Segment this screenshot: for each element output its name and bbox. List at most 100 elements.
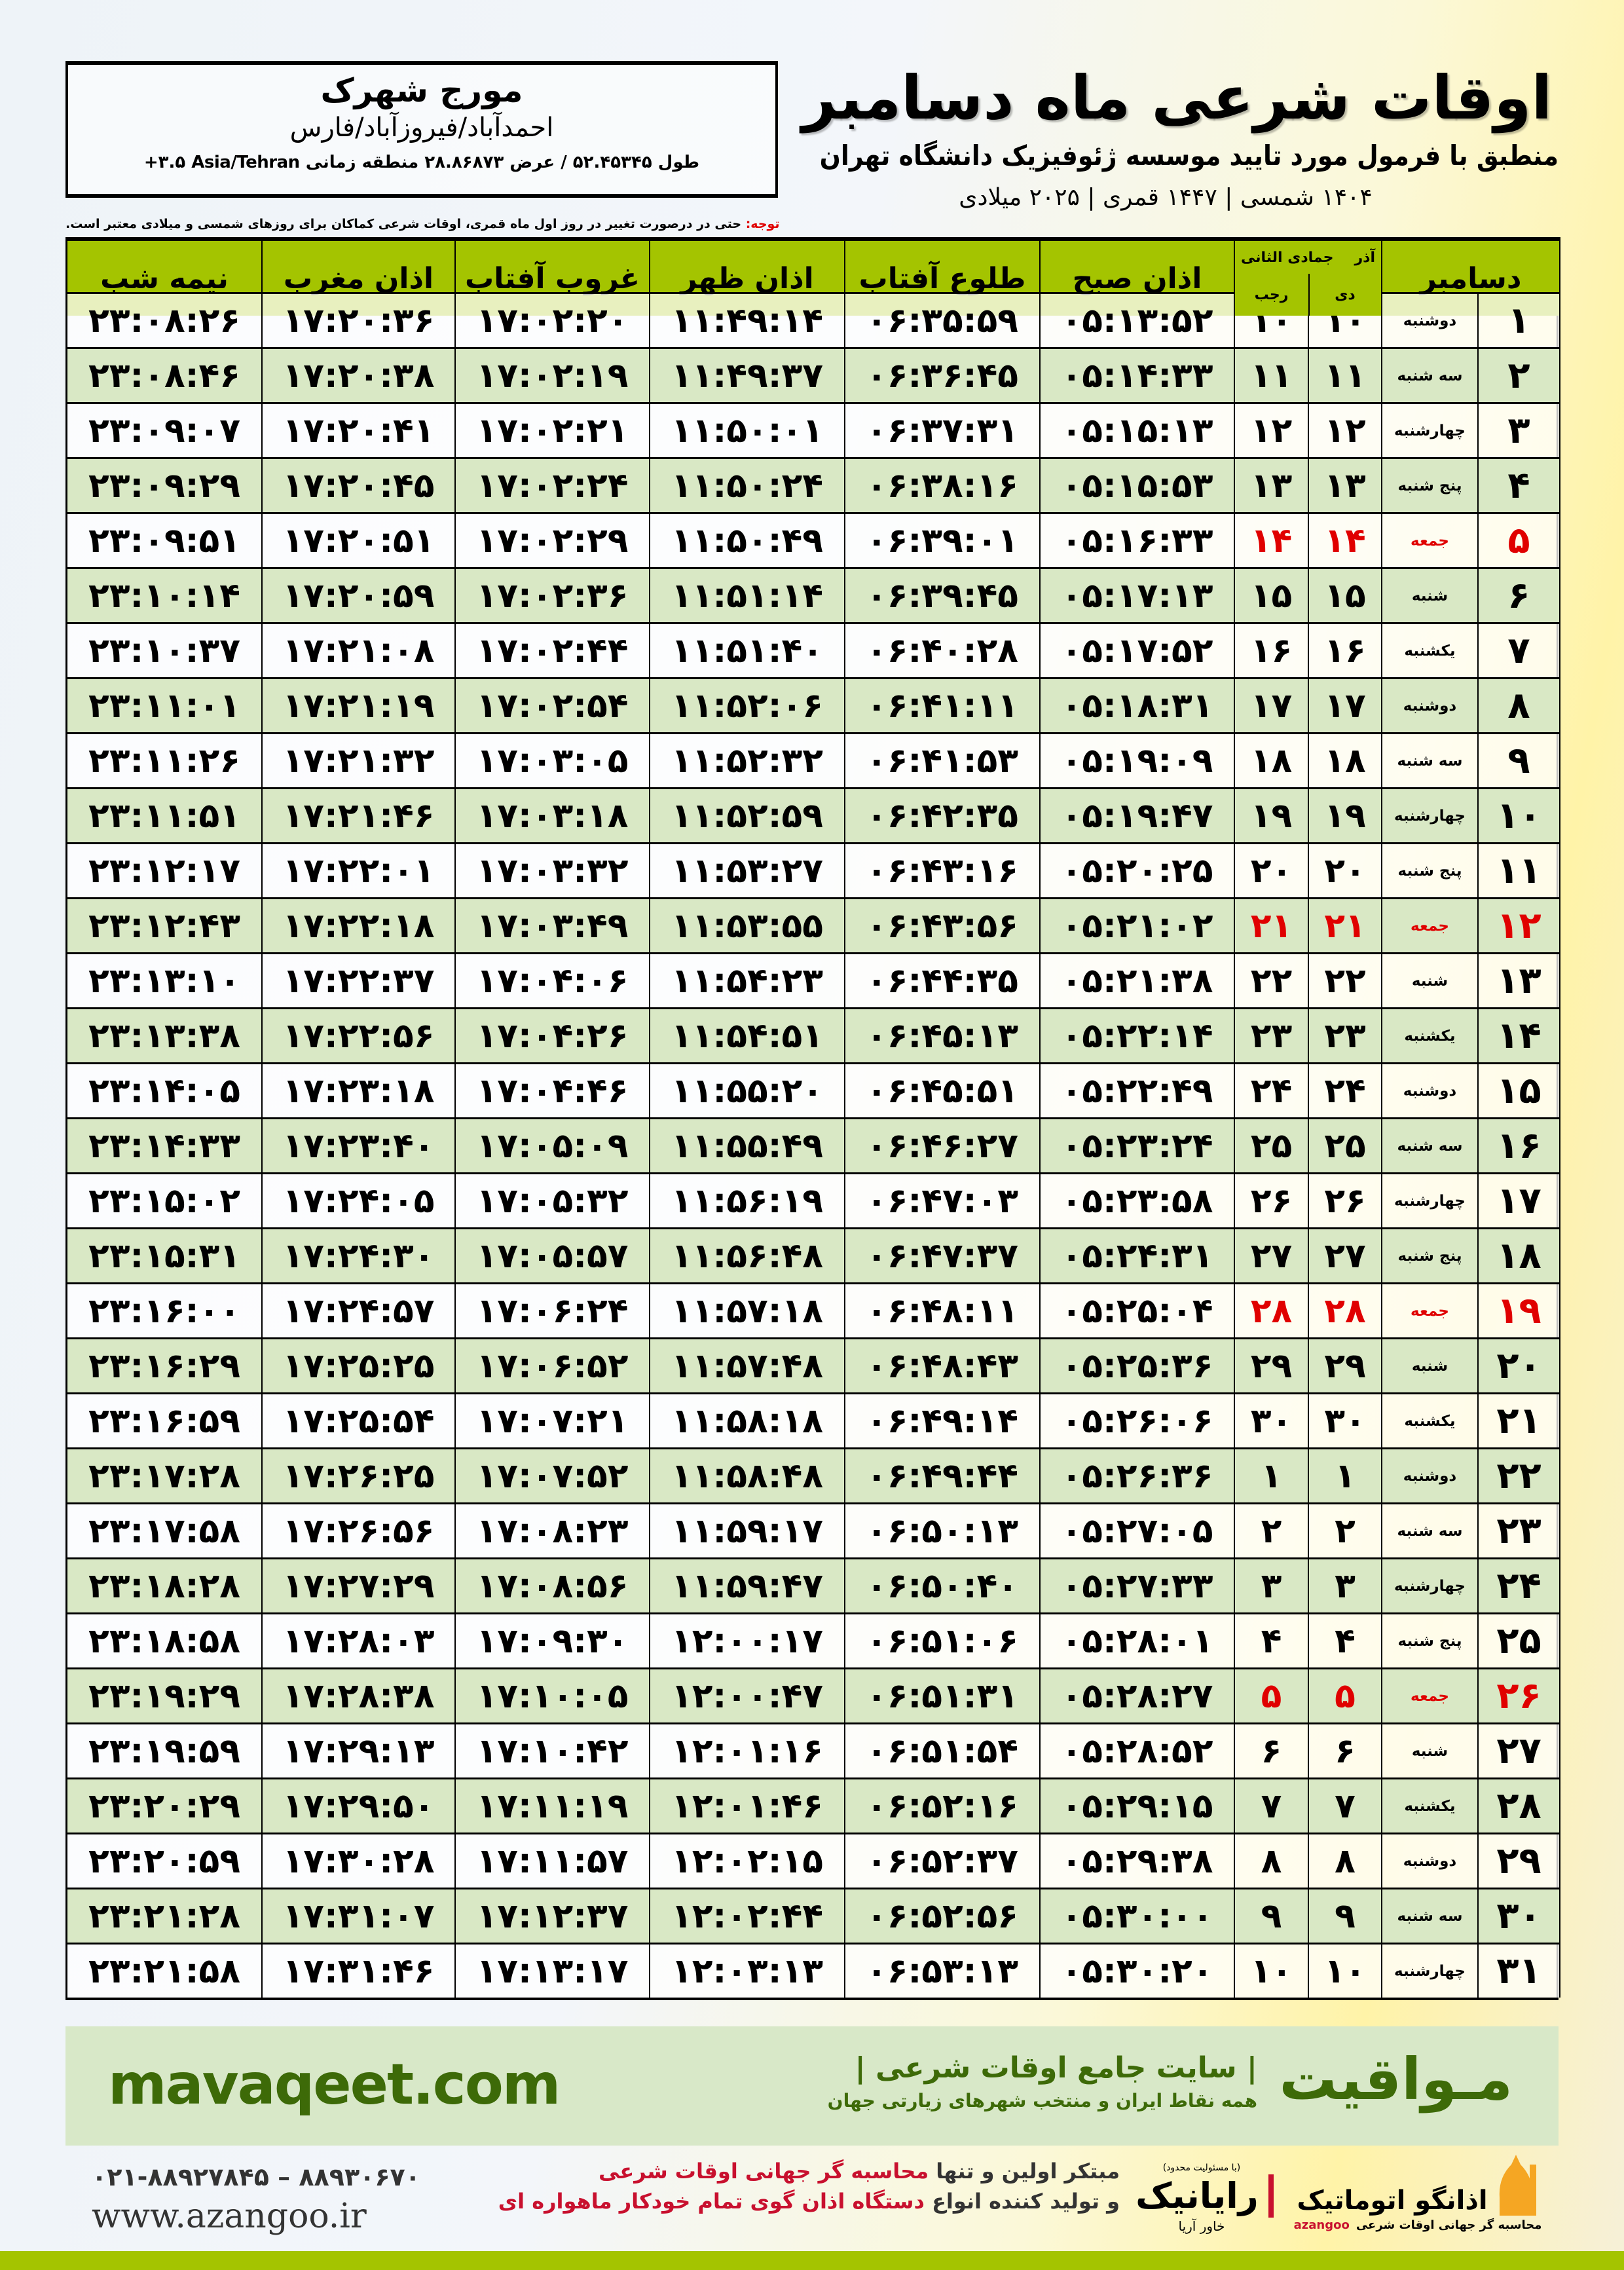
sunset-time: ۱۷:۰۲:۱۹ xyxy=(456,347,650,402)
day-number: ۲۷ xyxy=(1479,1722,1560,1777)
dhuhr-time: ۱۱:۵۰:۰۱ xyxy=(650,402,845,457)
weekday: سه شنبه xyxy=(1382,347,1479,402)
promo-line2-b: دستگاه اذان گوی تمام خودکار ماهواره ای xyxy=(498,2189,925,2214)
midnight-time: ۲۳:۱۲:۴۳ xyxy=(67,897,263,952)
dhuhr-time: ۱۱:۵۴:۵۱ xyxy=(650,1007,845,1062)
fajr-time: ۰۵:۲۸:۵۲ xyxy=(1041,1722,1235,1777)
weekday: سه شنبه xyxy=(1382,1117,1479,1172)
maghrib-time: ۱۷:۳۱:۴۶ xyxy=(263,1943,456,1998)
sunrise-time: ۰۶:۵۳:۱۳ xyxy=(845,1943,1041,1998)
midnight-time: ۲۳:۱۹:۲۹ xyxy=(67,1667,263,1722)
shamsi-day: ۴ xyxy=(1309,1612,1382,1667)
maghrib-time: ۱۷:۲۰:۵۱ xyxy=(263,512,456,567)
shamsi-day: ۱۸ xyxy=(1309,732,1382,787)
header-months-top: آذر جمادی الثانی xyxy=(1234,250,1382,266)
maghrib-time: ۱۷:۲۱:۴۶ xyxy=(263,787,456,842)
day-number: ۱۸ xyxy=(1479,1227,1560,1282)
midnight-time: ۲۳:۰۹:۵۱ xyxy=(67,512,263,567)
day-number: ۲۱ xyxy=(1479,1392,1560,1447)
shamsi-day: ۷ xyxy=(1309,1777,1382,1833)
weekday: یکشنبه xyxy=(1382,1777,1479,1833)
dhuhr-time: ۱۱:۵۹:۱۷ xyxy=(650,1502,845,1557)
weekday: شنبه xyxy=(1382,567,1479,622)
note-label: توجه: xyxy=(745,217,780,231)
sunset-time: ۱۷:۰۲:۳۶ xyxy=(456,567,650,622)
shamsi-day: ۹ xyxy=(1309,1888,1382,1943)
hijri-day: ۱۲ xyxy=(1235,402,1309,457)
shamsi-day: ۲۲ xyxy=(1309,952,1382,1007)
weekday: یکشنبه xyxy=(1382,1007,1479,1062)
maghrib-time: ۱۷:۲۲:۰۱ xyxy=(263,842,456,897)
shamsi-day: ۲ xyxy=(1309,1502,1382,1557)
day-number: ۲۸ xyxy=(1479,1777,1560,1833)
sunset-time: ۱۷:۰۴:۴۶ xyxy=(456,1062,650,1117)
maghrib-time: ۱۷:۲۴:۵۷ xyxy=(263,1282,456,1337)
fajr-time: ۰۵:۱۷:۵۲ xyxy=(1041,622,1235,677)
weekday: پنج شنبه xyxy=(1382,1612,1479,1667)
shamsi-day: ۳ xyxy=(1309,1557,1382,1612)
midnight-time: ۲۳:۲۱:۲۸ xyxy=(67,1888,263,1943)
fajr-time: ۰۵:۲۶:۰۶ xyxy=(1041,1392,1235,1447)
day-number: ۱۳ xyxy=(1479,952,1560,1007)
prayer-times-table: نیمه شب اذان مغرب غروب آفتاب اذان ظهر طل… xyxy=(65,237,1560,2000)
fajr-time: ۰۵:۱۴:۳۳ xyxy=(1041,347,1235,402)
weekday: یکشنبه xyxy=(1382,1392,1479,1447)
dhuhr-time: ۱۱:۵۷:۱۸ xyxy=(650,1282,845,1337)
dhuhr-time: ۱۱:۵۸:۴۸ xyxy=(650,1447,845,1502)
tagline-sub: همه نقاط ایران و منتخب شهرهای زیارتی جها… xyxy=(827,2090,1257,2112)
midnight-time: ۲۳:۱۵:۰۲ xyxy=(67,1172,263,1227)
sunrise-time: ۰۶:۵۰:۴۰ xyxy=(845,1557,1041,1612)
promo-text: مبتکر اولین و تنها محاسبه گر جهانی اوقات… xyxy=(485,2156,1120,2216)
header-shamsi-top: آذر xyxy=(1354,249,1376,266)
fajr-time: ۰۵:۲۷:۰۵ xyxy=(1041,1502,1235,1557)
fajr-time: ۰۵:۲۰:۲۵ xyxy=(1041,842,1235,897)
azangoo-url[interactable]: www.azangoo.ir xyxy=(92,2197,367,2236)
midnight-time: ۲۳:۱۱:۰۱ xyxy=(67,677,263,732)
shamsi-day: ۱۷ xyxy=(1309,677,1382,732)
day-number: ۱۱ xyxy=(1479,842,1560,897)
azangoo-logo: اذانگو اتوماتیک محاسبه گر جهانی اوقات شر… xyxy=(1283,2151,1552,2234)
day-number: ۱۰ xyxy=(1479,787,1560,842)
hijri-day: ۲۰ xyxy=(1235,842,1309,897)
dhuhr-time: ۱۱:۵۱:۴۰ xyxy=(650,622,845,677)
maghrib-time: ۱۷:۲۲:۳۷ xyxy=(263,952,456,1007)
shamsi-day: ۸ xyxy=(1309,1833,1382,1888)
shamsi-day: ۲۰ xyxy=(1309,842,1382,897)
dhuhr-time: ۱۲:۰۲:۱۵ xyxy=(650,1833,845,1888)
dhuhr-time: ۱۲:۰۱:۴۶ xyxy=(650,1777,845,1833)
midnight-time: ۲۳:۰۹:۲۹ xyxy=(67,457,263,512)
hijri-day: ۳۰ xyxy=(1235,1392,1309,1447)
sunset-time: ۱۷:۰۵:۰۹ xyxy=(456,1117,650,1172)
weekday: چهارشنبه xyxy=(1382,787,1479,842)
maghrib-time: ۱۷:۲۱:۰۸ xyxy=(263,622,456,677)
sunrise-time: ۰۶:۵۲:۱۶ xyxy=(845,1777,1041,1833)
hijri-day: ۲ xyxy=(1235,1502,1309,1557)
weekday: دوشنبه xyxy=(1382,292,1479,347)
day-number: ۲۹ xyxy=(1479,1833,1560,1888)
sunrise-time: ۰۶:۴۳:۵۶ xyxy=(845,897,1041,952)
weekday: دوشنبه xyxy=(1382,1062,1479,1117)
maghrib-time: ۱۷:۲۹:۵۰ xyxy=(263,1777,456,1833)
day-number: ۸ xyxy=(1479,677,1560,732)
maghrib-time: ۱۷:۲۷:۲۹ xyxy=(263,1557,456,1612)
day-number: ۲ xyxy=(1479,347,1560,402)
sunrise-time: ۰۶:۵۱:۵۴ xyxy=(845,1722,1041,1777)
fajr-time: ۰۵:۲۶:۳۶ xyxy=(1041,1447,1235,1502)
dhuhr-time: ۱۱:۵۹:۴۷ xyxy=(650,1557,845,1612)
fajr-time: ۰۵:۲۲:۴۹ xyxy=(1041,1062,1235,1117)
dhuhr-time: ۱۱:۵۲:۳۲ xyxy=(650,732,845,787)
maghrib-time: ۱۷:۲۳:۴۰ xyxy=(263,1117,456,1172)
sunset-time: ۱۷:۰۷:۲۱ xyxy=(456,1392,650,1447)
sunset-time: ۱۷:۱۱:۱۹ xyxy=(456,1777,650,1833)
day-number: ۳ xyxy=(1479,402,1560,457)
shamsi-day: ۱۵ xyxy=(1309,567,1382,622)
fajr-time: ۰۵:۲۵:۰۴ xyxy=(1041,1282,1235,1337)
sunset-time: ۱۷:۰۶:۲۴ xyxy=(456,1282,650,1337)
mavaqeet-url[interactable]: mavaqeet.com xyxy=(108,2052,561,2117)
rayanik-sub: خاور آریا xyxy=(1178,2218,1225,2234)
dhuhr-time: ۱۱:۵۳:۵۵ xyxy=(650,897,845,952)
sunset-time: ۱۷:۰۸:۲۳ xyxy=(456,1502,650,1557)
rayanik-note: (با مسئولیت محدود) xyxy=(1162,2163,1241,2173)
maghrib-time: ۱۷:۲۹:۱۳ xyxy=(263,1722,456,1777)
weekday: پنج شنبه xyxy=(1382,457,1479,512)
